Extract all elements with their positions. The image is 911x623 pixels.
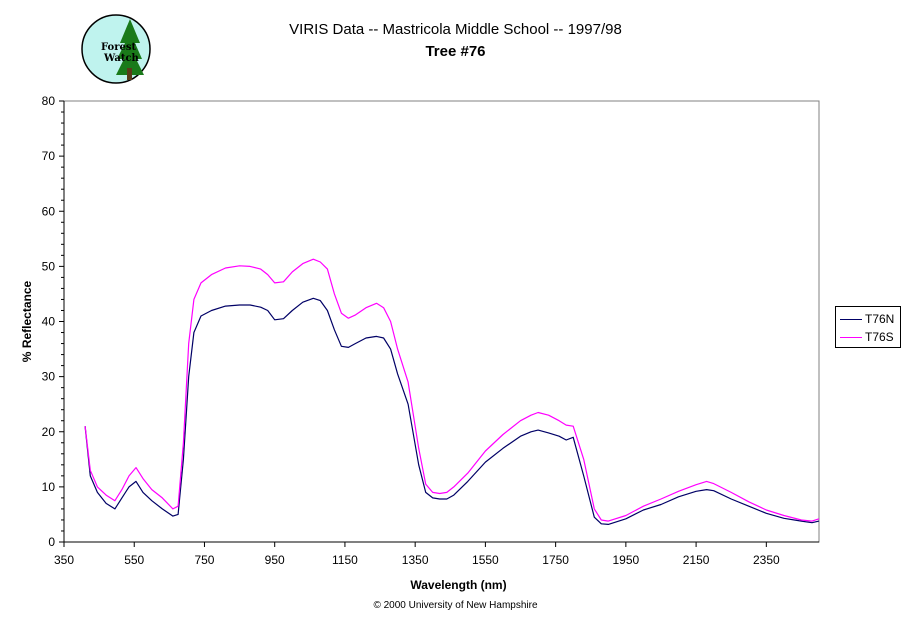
forest-watch-logo: Forest Watch — [81, 14, 151, 84]
x-axis-title: Wavelength (nm) — [410, 578, 506, 592]
chart-title: VIRIS Data -- Mastricola Middle School -… — [289, 21, 622, 38]
series-line-t76s — [84, 258, 820, 522]
chart-legend: T76N T76S — [835, 306, 901, 348]
x-tick-label: 1750 — [542, 553, 569, 567]
y-tick-label: 70 — [42, 149, 56, 163]
plot-area — [63, 100, 820, 543]
y-axis-title: % Reflectance — [20, 280, 34, 362]
y-tick-label: 10 — [42, 480, 56, 494]
x-tick-label: 350 — [54, 553, 74, 567]
x-tick-label: 950 — [265, 553, 285, 567]
y-tick-label: 40 — [42, 315, 56, 329]
series-line-t76n — [84, 297, 820, 525]
x-tick-label: 1150 — [332, 553, 358, 567]
copyright-notice: © 2000 University of New Hampshire — [373, 600, 538, 611]
x-tick-label: 1950 — [613, 553, 640, 567]
logo-line1: Forest — [101, 42, 136, 53]
legend-label-t76n: T76N — [865, 312, 895, 326]
x-tick-label: 550 — [124, 553, 144, 567]
y-tick-label: 60 — [42, 204, 56, 218]
y-tick-label: 80 — [42, 94, 56, 108]
x-tick-label: 2350 — [753, 553, 780, 567]
chart-subtitle: Tree #76 — [425, 43, 486, 60]
y-tick-label: 20 — [42, 425, 56, 439]
legend-item-t76n: T76N — [840, 311, 894, 327]
legend-label-t76s: T76S — [865, 330, 894, 344]
legend-swatch-t76n — [840, 318, 862, 320]
x-tick-label: 2150 — [683, 553, 710, 567]
x-tick-label: 750 — [194, 553, 214, 567]
logo-line2: Watch — [103, 53, 140, 64]
legend-swatch-t76s — [840, 336, 862, 338]
y-tick-label: 30 — [42, 370, 56, 384]
y-tick-label: 0 — [48, 535, 55, 549]
y-tick-label: 50 — [42, 259, 56, 273]
legend-item-t76s: T76S — [840, 329, 894, 345]
x-tick-label: 1550 — [472, 553, 499, 567]
x-tick-label: 1350 — [402, 553, 429, 567]
